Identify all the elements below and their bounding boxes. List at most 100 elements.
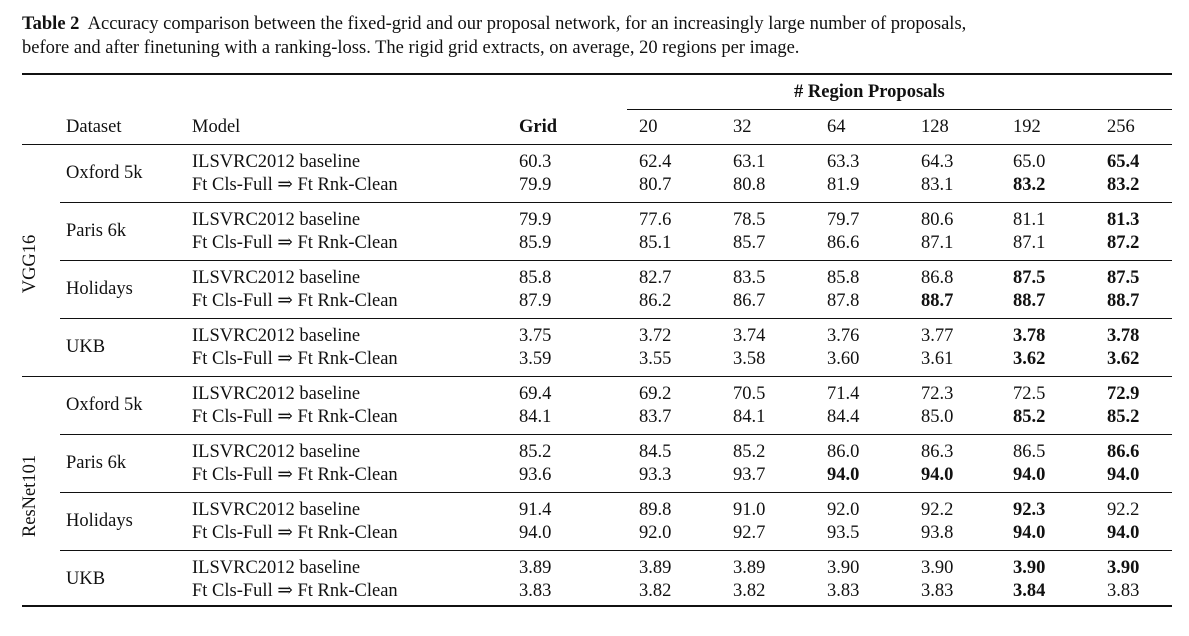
proposal-value: 3.89 [639,558,672,578]
proposal-value: 80.7 [639,175,672,195]
proposal-value: 86.5 [1013,442,1046,462]
grid-value: 69.4 [519,384,552,404]
proposal-value: 3.62 [1107,349,1140,369]
table-rule [60,492,1172,493]
proposal-value: 85.8 [827,268,860,288]
header-model: Model [192,117,241,137]
proposal-value: 3.60 [827,349,860,369]
proposal-value: 92.0 [639,523,672,543]
proposal-value: 85.2 [1013,407,1046,427]
group-label: VGG16 [20,234,40,293]
proposal-value: 94.0 [1107,523,1140,543]
proposal-value: 84.4 [827,407,860,427]
proposal-value: 88.7 [921,291,954,311]
proposal-value: 92.7 [733,523,766,543]
proposal-value: 78.5 [733,210,766,230]
proposal-value: 93.7 [733,465,766,485]
proposal-value: 77.6 [639,210,672,230]
grid-value: 60.3 [519,152,552,172]
model-name: Ft Cls-Full ⇒ Ft Rnk-Clean [192,523,398,543]
table-rule [60,434,1172,435]
dataset-name: Holidays [66,279,133,299]
proposal-value: 65.4 [1107,152,1140,172]
proposal-value: 86.2 [639,291,672,311]
proposal-value: 81.9 [827,175,860,195]
proposal-value: 3.78 [1107,326,1140,346]
grid-value: 79.9 [519,210,552,230]
proposal-value: 72.5 [1013,384,1046,404]
proposal-value: 3.83 [1107,581,1140,601]
model-name: Ft Cls-Full ⇒ Ft Rnk-Clean [192,233,398,253]
proposal-value: 62.4 [639,152,672,172]
grid-value: 3.83 [519,581,552,601]
proposal-value: 65.0 [1013,152,1046,172]
proposal-value: 3.90 [921,558,954,578]
proposal-value: 85.2 [733,442,766,462]
table-rule [22,144,1172,145]
caption-text-1: Accuracy comparison between the fixed-gr… [87,14,967,34]
dataset-name: Holidays [66,511,133,531]
proposal-value: 3.72 [639,326,672,346]
proposal-value: 85.2 [1107,407,1140,427]
proposal-value: 3.90 [1013,558,1046,578]
model-name: Ft Cls-Full ⇒ Ft Rnk-Clean [192,465,398,485]
grid-value: 84.1 [519,407,552,427]
proposal-value: 3.76 [827,326,860,346]
proposal-value: 92.2 [1107,500,1140,520]
proposal-value: 85.1 [639,233,672,253]
proposal-value: 64.3 [921,152,954,172]
proposal-value: 94.0 [1107,465,1140,485]
proposal-value: 3.83 [921,581,954,601]
proposal-value: 86.0 [827,442,860,462]
table-rule [60,318,1172,319]
proposal-value: 3.58 [733,349,766,369]
model-name: ILSVRC2012 baseline [192,500,361,520]
proposal-value: 94.0 [1013,465,1046,485]
model-name: ILSVRC2012 baseline [192,210,361,230]
grid-value: 3.75 [519,326,552,346]
table-rule [22,376,1172,377]
proposal-value: 83.2 [1107,175,1140,195]
proposal-value: 91.0 [733,500,766,520]
grid-value: 79.9 [519,175,552,195]
proposal-value: 92.0 [827,500,860,520]
proposal-value: 3.82 [639,581,672,601]
model-name: Ft Cls-Full ⇒ Ft Rnk-Clean [192,291,398,311]
proposal-value: 63.3 [827,152,860,172]
grid-value: 94.0 [519,523,552,543]
proposal-value: 85.0 [921,407,954,427]
proposal-value: 83.7 [639,407,672,427]
grid-value: 87.9 [519,291,552,311]
grid-value: 85.8 [519,268,552,288]
grid-value: 3.89 [519,558,552,578]
proposal-value: 82.7 [639,268,672,288]
proposal-value: 87.2 [1107,233,1140,253]
model-name: ILSVRC2012 baseline [192,268,361,288]
proposal-value: 3.74 [733,326,766,346]
proposal-value: 88.7 [1013,291,1046,311]
proposal-value: 63.1 [733,152,766,172]
proposal-value: 81.1 [1013,210,1046,230]
proposal-value: 94.0 [827,465,860,485]
proposal-value: 88.7 [1107,291,1140,311]
proposal-value: 92.3 [1013,500,1046,520]
proposal-value: 85.7 [733,233,766,253]
dataset-name: UKB [66,337,106,357]
proposal-value: 79.7 [827,210,860,230]
proposal-value: 70.5 [733,384,766,404]
model-name: Ft Cls-Full ⇒ Ft Rnk-Clean [192,407,398,427]
proposal-value: 83.5 [733,268,766,288]
proposal-value: 87.5 [1107,268,1140,288]
caption-line-1: Table 2 Accuracy comparison between the … [22,12,1172,36]
dataset-name: Oxford 5k [66,163,143,183]
header-grid: Grid [519,117,558,137]
proposal-value: 3.89 [733,558,766,578]
dataset-name: UKB [66,569,106,589]
caption-line-2: before and after finetuning with a ranki… [22,38,800,58]
header-col-256: 256 [1107,117,1135,137]
proposal-value: 94.0 [1013,523,1046,543]
proposal-value: 81.3 [1107,210,1140,230]
table-rule [22,73,1172,75]
proposal-value: 94.0 [921,465,954,485]
proposal-value: 69.2 [639,384,672,404]
